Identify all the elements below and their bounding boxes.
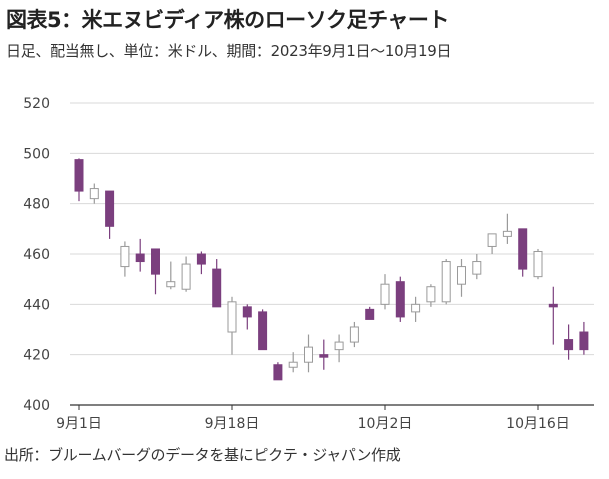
candle-body-bullish [441, 261, 451, 303]
candle-body-bullish [181, 263, 191, 290]
candle-body-bullish [502, 230, 512, 237]
candle [319, 339, 329, 370]
candle-body-bullish [533, 250, 543, 278]
candle [533, 248, 543, 280]
candle [564, 324, 574, 360]
y-tick-label: 440 [23, 297, 50, 313]
candle [89, 183, 99, 204]
candle-body-bearish [196, 253, 206, 265]
candle-body-bearish [258, 311, 268, 351]
candle-body-bullish [120, 245, 130, 268]
candle [227, 296, 237, 355]
candle [426, 284, 436, 307]
candle [518, 228, 528, 277]
candle-body-bullish [349, 326, 359, 343]
candle [242, 304, 252, 330]
candle [411, 296, 421, 322]
x-axis-ticks: 9月1日 9月18日 10月2日 10月16日 [56, 405, 570, 432]
candle-body-bullish [426, 286, 436, 303]
y-tick-label: 420 [23, 348, 50, 364]
candle [579, 321, 589, 355]
candle [120, 241, 130, 277]
candle-body-bearish [395, 281, 405, 318]
y-tick-label: 480 [23, 197, 50, 213]
candle [135, 238, 145, 272]
candle [181, 256, 191, 292]
grid-lines [70, 102, 594, 356]
candle-body-bearish [105, 190, 115, 227]
y-axis-ticks: 400 420 440 460 480 500 520 [23, 96, 50, 414]
candle [166, 261, 176, 290]
candle-body-bearish [212, 268, 222, 308]
y-tick-label: 520 [23, 96, 50, 112]
candle-body-bearish [74, 159, 84, 192]
candle [487, 233, 497, 254]
candle [273, 362, 283, 381]
chart-subtitle: 日足、配当無し、単位：米ドル、期間：2023年9月1日～10月19日 [6, 42, 452, 60]
x-tick-label: 10月2日 [358, 416, 413, 432]
candle [441, 259, 451, 305]
chart-title: 図表5：米エヌビディア株のローソク足チャート [6, 8, 449, 32]
candle-body-bullish [411, 303, 421, 313]
candle [196, 251, 206, 275]
y-tick-label: 400 [23, 398, 50, 414]
chart-source: 出所：ブルームバーグのデータを基にピクテ・ジャパン作成 [4, 446, 401, 464]
candle [258, 309, 268, 351]
candle-body-bearish [273, 364, 283, 381]
candle [472, 254, 482, 280]
candle-body-bullish [334, 341, 344, 351]
candle-body-bearish [548, 303, 558, 308]
candle-body-bullish [89, 188, 99, 200]
candle-body-bearish [564, 339, 574, 351]
candles [74, 158, 589, 381]
candle [105, 190, 115, 239]
candle [502, 213, 512, 244]
candle-body-bearish [579, 331, 589, 351]
candle-body-bearish [151, 248, 160, 275]
candle [74, 158, 84, 202]
y-tick-label: 460 [23, 247, 50, 263]
candle-body-bullish [380, 283, 390, 305]
candle [349, 321, 359, 348]
candle-body-bullish [288, 361, 298, 368]
candle [365, 306, 375, 320]
candle-body-bullish [472, 261, 482, 275]
candle-body-bullish [304, 346, 313, 363]
candle-body-bearish [242, 306, 252, 318]
x-tick-label: 9月18日 [205, 416, 260, 432]
candle [151, 248, 160, 295]
y-tick-label: 500 [23, 146, 50, 162]
x-tick-label: 9月1日 [56, 416, 102, 432]
candle-body-bullish [487, 233, 497, 247]
candle [334, 334, 344, 363]
candle [548, 286, 558, 345]
candle-body-bearish [518, 228, 528, 270]
candle-body-bearish [365, 308, 375, 320]
candle [304, 334, 313, 373]
candle-body-bullish [457, 266, 466, 285]
candle-body-bullish [227, 301, 237, 333]
candle [457, 259, 466, 297]
candle [380, 274, 390, 310]
candle-body-bullish [166, 281, 176, 288]
candle-body-bearish [319, 354, 329, 358]
candle [212, 259, 222, 308]
candle [395, 276, 405, 322]
candle-body-bearish [135, 253, 145, 263]
x-tick-label: 10月16日 [506, 416, 570, 432]
candle [288, 352, 298, 373]
